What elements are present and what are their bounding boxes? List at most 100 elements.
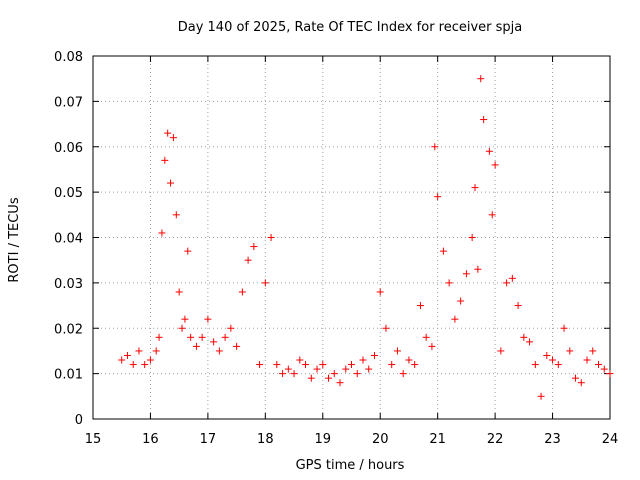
data-point: [181, 315, 189, 323]
data-point: [348, 361, 355, 369]
x-axis-label: GPS time / hours: [296, 458, 405, 473]
data-point: [204, 315, 212, 323]
data-point: [474, 265, 482, 273]
data-point: [382, 324, 390, 332]
data-point: [221, 333, 229, 341]
data-point: [549, 356, 557, 364]
data-point: [290, 370, 298, 378]
data-point: [537, 392, 545, 400]
data-point: [284, 365, 292, 373]
data-point: [405, 356, 413, 364]
data-point: [514, 302, 522, 310]
chart-title: Day 140 of 2025, Rate Of TEC Index for r…: [178, 20, 523, 35]
data-point: [336, 379, 344, 387]
y-tick-label: 0.06: [54, 141, 83, 156]
y-tick-label: 0.03: [54, 277, 83, 292]
data-point: [167, 179, 175, 187]
data-point: [172, 211, 180, 219]
data-point: [526, 338, 534, 346]
data-point: [187, 333, 195, 341]
data-point: [439, 247, 447, 255]
data-point: [129, 361, 137, 369]
x-tick-label: 20: [372, 432, 389, 447]
data-point: [543, 351, 551, 359]
data-point: [178, 324, 186, 332]
data-point: [146, 356, 154, 364]
data-point: [319, 361, 327, 369]
data-point: [445, 279, 453, 287]
data-point: [589, 347, 597, 355]
y-tick-label: 0.02: [54, 322, 83, 337]
data-points: [118, 75, 614, 400]
data-point: [210, 338, 218, 346]
data-point: [238, 288, 246, 296]
data-point: [554, 361, 562, 369]
x-tick-label: 22: [487, 432, 504, 447]
grid-lines: [93, 56, 610, 419]
x-tick-label: 15: [85, 432, 102, 447]
data-point: [416, 302, 424, 310]
data-point: [566, 347, 574, 355]
y-tick-label: 0: [75, 413, 83, 428]
data-point: [164, 129, 172, 137]
data-point: [508, 274, 516, 282]
data-point: [422, 333, 430, 341]
x-tick-label: 21: [429, 432, 446, 447]
data-point: [411, 361, 419, 369]
data-point: [135, 347, 143, 355]
data-point: [451, 315, 459, 323]
data-point: [572, 374, 580, 382]
data-point: [531, 361, 539, 369]
data-point: [325, 374, 333, 382]
y-tick-label: 0.08: [54, 50, 83, 65]
data-point: [307, 374, 315, 382]
data-point: [399, 370, 407, 378]
data-point: [488, 211, 496, 219]
data-point: [365, 365, 373, 373]
x-tick-label: 16: [142, 432, 159, 447]
data-point: [497, 347, 505, 355]
y-tick-label: 0.04: [54, 232, 83, 247]
data-point: [457, 297, 465, 305]
data-point: [244, 256, 252, 264]
y-axis-label: ROTI / TECUs: [7, 197, 22, 282]
x-tick-label: 24: [602, 432, 619, 447]
data-point: [152, 347, 160, 355]
data-point: [388, 361, 396, 369]
x-axis-ticks: 15 16 17 18 19 20 21 22 23 24: [85, 56, 619, 447]
x-tick-label: 17: [200, 432, 217, 447]
data-point: [330, 370, 338, 378]
data-point: [123, 351, 131, 359]
data-point: [434, 193, 442, 201]
y-tick-label: 0.01: [54, 368, 83, 383]
data-point: [233, 342, 241, 350]
data-point: [428, 342, 436, 350]
data-point: [256, 361, 264, 369]
x-tick-label: 23: [544, 432, 561, 447]
data-point: [192, 342, 200, 350]
data-point: [606, 370, 614, 378]
data-point: [520, 333, 528, 341]
data-point: [118, 356, 126, 364]
data-point: [198, 333, 206, 341]
data-point: [431, 143, 439, 151]
data-point: [471, 184, 479, 192]
data-point: [468, 234, 476, 241]
data-point: [600, 365, 608, 373]
data-point: [250, 243, 258, 251]
data-point: [175, 288, 183, 296]
data-point: [158, 229, 166, 237]
data-point: [184, 247, 192, 255]
data-point: [342, 365, 350, 373]
x-tick-label: 19: [315, 432, 332, 447]
data-point: [462, 270, 470, 278]
x-tick-label: 18: [257, 432, 274, 447]
data-point: [353, 370, 361, 378]
data-point: [503, 279, 511, 287]
data-point: [477, 75, 485, 83]
data-point: [155, 333, 163, 341]
data-point: [296, 356, 304, 364]
data-point: [577, 379, 585, 387]
data-point: [560, 324, 568, 332]
